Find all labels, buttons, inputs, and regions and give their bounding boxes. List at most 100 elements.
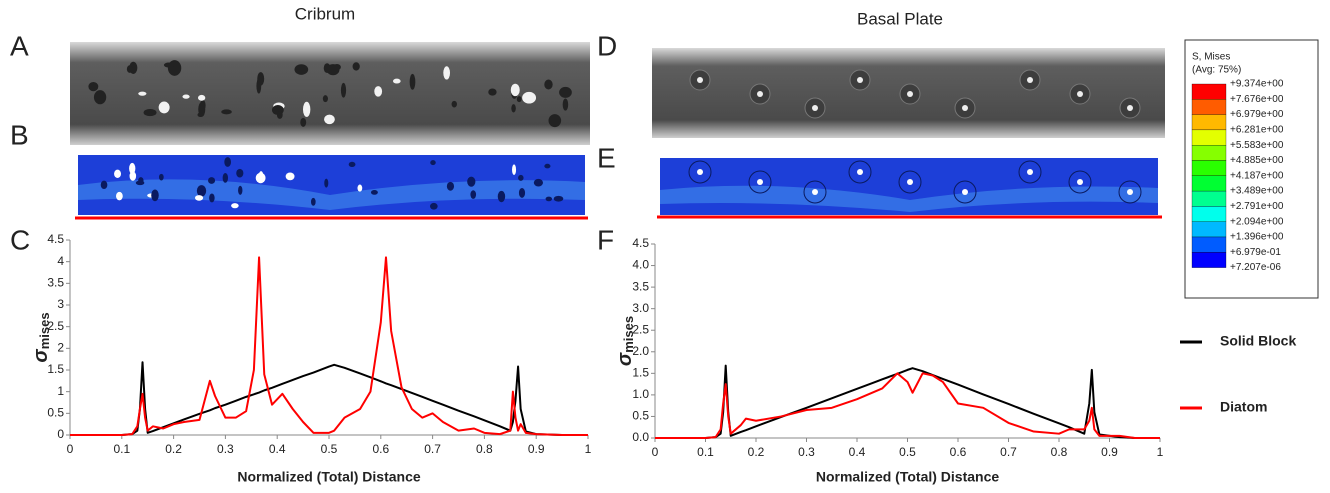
pore bbox=[324, 178, 329, 188]
x-tick-label: 0.2 bbox=[165, 442, 182, 456]
colorbar-label: +1.396e+00 bbox=[1230, 232, 1284, 243]
y-tick-label: 2.5 bbox=[632, 322, 649, 336]
pore bbox=[470, 190, 477, 199]
pore bbox=[488, 88, 497, 96]
pore bbox=[1118, 180, 1142, 204]
pore bbox=[257, 72, 265, 86]
pore bbox=[198, 101, 206, 117]
pore bbox=[409, 73, 416, 90]
pore bbox=[857, 77, 863, 83]
pore bbox=[451, 100, 457, 108]
pore bbox=[209, 193, 215, 203]
pore bbox=[151, 189, 159, 202]
series-line bbox=[655, 372, 1160, 439]
pore bbox=[748, 170, 772, 194]
x-tick-label: 1 bbox=[585, 442, 592, 456]
y-tick-label: 3.5 bbox=[632, 279, 649, 293]
panel-label: F bbox=[597, 224, 614, 255]
pore bbox=[1027, 169, 1033, 175]
y-tick-label: 0 bbox=[57, 427, 64, 441]
y-tick-label: 0.5 bbox=[632, 409, 649, 423]
pore bbox=[443, 66, 451, 80]
x-tick-label: 0.7 bbox=[1000, 445, 1017, 459]
pore bbox=[126, 65, 133, 73]
x-tick-label: 0.1 bbox=[113, 442, 130, 456]
x-tick-label: 0 bbox=[652, 445, 659, 459]
x-tick-label: 0.9 bbox=[1101, 445, 1118, 459]
y-tick-label: 0.0 bbox=[632, 430, 649, 444]
colorbar-label: +6.979e-01 bbox=[1230, 247, 1281, 258]
x-tick-label: 0.6 bbox=[372, 442, 389, 456]
color-band bbox=[1191, 252, 1227, 268]
pore bbox=[221, 109, 232, 115]
pore bbox=[276, 110, 283, 119]
pore bbox=[518, 174, 524, 181]
pore bbox=[88, 81, 99, 92]
pore bbox=[533, 178, 543, 187]
pore bbox=[100, 180, 108, 190]
y-tick-label: 2.0 bbox=[632, 344, 649, 358]
pore bbox=[222, 172, 229, 183]
panel-label: B bbox=[10, 119, 29, 150]
pore bbox=[857, 169, 863, 175]
x-tick-label: 0.5 bbox=[321, 442, 338, 456]
colorbar-title: S, Mises bbox=[1192, 52, 1230, 63]
pore bbox=[352, 62, 360, 71]
pore bbox=[324, 114, 335, 125]
panel-label: D bbox=[597, 30, 617, 61]
stress-band bbox=[660, 185, 1158, 212]
pore bbox=[255, 172, 266, 184]
x-tick-label: 0.7 bbox=[424, 442, 441, 456]
pore bbox=[300, 117, 307, 127]
pore bbox=[370, 190, 378, 195]
pore bbox=[1027, 77, 1033, 83]
colorbar-label: +6.281e+00 bbox=[1230, 125, 1284, 136]
x-axis-label: Normalized (Total) Distance bbox=[816, 469, 1000, 485]
pore bbox=[159, 173, 164, 181]
y-tick-label: 3 bbox=[57, 297, 64, 311]
pore bbox=[688, 160, 712, 184]
y-tick-label: 0.5 bbox=[47, 406, 64, 420]
colorbar-box: S, Mises (Avg: 75%) +9.374e+00 +7.676e+00… bbox=[1184, 39, 1319, 299]
y-tick-label: 1 bbox=[57, 384, 64, 398]
color-band bbox=[1191, 145, 1227, 161]
pore bbox=[322, 95, 328, 103]
colorbar-label: +2.791e+00 bbox=[1230, 201, 1284, 212]
pore bbox=[848, 160, 872, 184]
colorbar-label: +7.676e+00 bbox=[1230, 94, 1284, 105]
pore bbox=[129, 171, 137, 181]
pore bbox=[1077, 179, 1083, 185]
pore bbox=[430, 160, 436, 166]
pore bbox=[374, 86, 383, 97]
panel-label: A bbox=[10, 30, 29, 61]
x-tick-label: 0.2 bbox=[748, 445, 765, 459]
pore bbox=[285, 172, 295, 181]
x-tick-label: 1 bbox=[1157, 445, 1164, 459]
pore bbox=[953, 180, 977, 204]
y-axis-symbol: σ bbox=[614, 352, 636, 366]
pore bbox=[446, 181, 455, 191]
pore bbox=[697, 169, 703, 175]
series-line bbox=[70, 256, 588, 436]
pore bbox=[332, 64, 341, 71]
pore bbox=[357, 184, 363, 192]
pore bbox=[1127, 189, 1133, 195]
pore bbox=[518, 187, 526, 198]
pore bbox=[1127, 105, 1133, 111]
pore bbox=[962, 189, 968, 195]
pore bbox=[430, 202, 438, 210]
y-tick-label: 3.5 bbox=[47, 276, 64, 290]
pore bbox=[197, 94, 206, 101]
pore bbox=[467, 176, 476, 187]
pore bbox=[907, 179, 913, 185]
y-tick-label: 4 bbox=[57, 254, 64, 268]
color-band bbox=[1191, 114, 1227, 131]
x-tick-label: 0.9 bbox=[528, 442, 545, 456]
pore bbox=[167, 60, 182, 76]
pore bbox=[562, 98, 569, 111]
pore bbox=[512, 164, 517, 176]
color-band bbox=[1191, 206, 1227, 222]
pore bbox=[236, 168, 244, 178]
y-tick-label: 1.5 bbox=[632, 366, 649, 380]
